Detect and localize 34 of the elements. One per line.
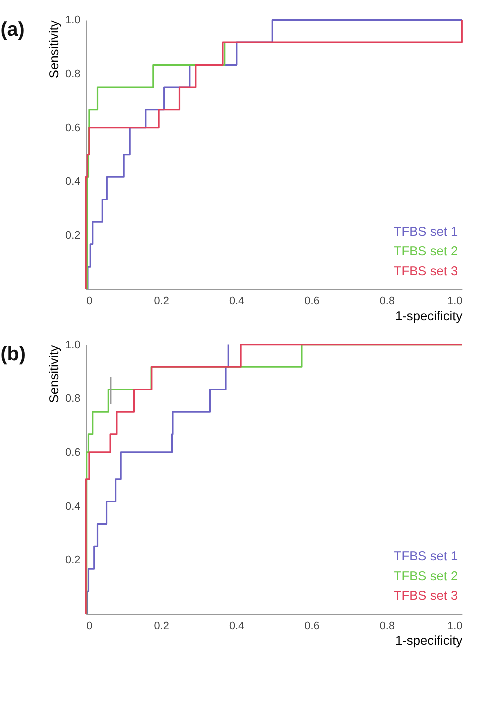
- x-tick-label: 0: [86, 296, 93, 308]
- x-tick-label: 1.0: [448, 296, 463, 308]
- x-tick-label: 0.8: [380, 296, 396, 308]
- x-tick-label: 0.8: [380, 620, 396, 632]
- text: TFBS set 3: [394, 588, 458, 604]
- text: TFBS set 1: [394, 224, 458, 239]
- x-tick-label: 0.2: [154, 296, 170, 308]
- x-tick-label: 0: [86, 620, 93, 632]
- text: TFBS set 2: [394, 244, 458, 259]
- text: TFBS set 2: [394, 568, 458, 584]
- y-tick-label: 0.2: [66, 230, 81, 242]
- x-tick-label: 0.6: [304, 620, 320, 632]
- text: TFBS set 3: [394, 264, 458, 279]
- x-axis-title: 1-specificity: [395, 633, 464, 648]
- y-tick-label: 0.4: [66, 176, 81, 188]
- y-tick-label: 1.0: [66, 14, 81, 27]
- x-axis-title: 1-specificity: [395, 308, 464, 324]
- x-tick-label: 0.4: [229, 620, 245, 632]
- y-axis-title: Sensitivity: [46, 20, 62, 79]
- chart-title: (a): [0, 19, 25, 42]
- y-tick-label: 0.8: [66, 68, 81, 80]
- x-tick-label: 0.4: [229, 296, 245, 308]
- y-tick-label: 0.6: [66, 122, 81, 134]
- y-tick-label: 1.0: [66, 339, 81, 352]
- y-axis-title: Sensitivity: [46, 344, 62, 404]
- y-tick-label: 0.6: [66, 446, 81, 459]
- y-tick-label: 0.4: [66, 500, 81, 513]
- y-tick-label: 0.2: [66, 554, 81, 567]
- text: TFBS set 1: [394, 548, 458, 564]
- x-tick-label: 0.6: [304, 296, 320, 308]
- chart-title: (b): [0, 344, 26, 366]
- x-tick-label: 1.0: [448, 620, 463, 632]
- y-tick-label: 0.8: [66, 393, 81, 406]
- x-tick-label: 0.2: [154, 620, 170, 632]
